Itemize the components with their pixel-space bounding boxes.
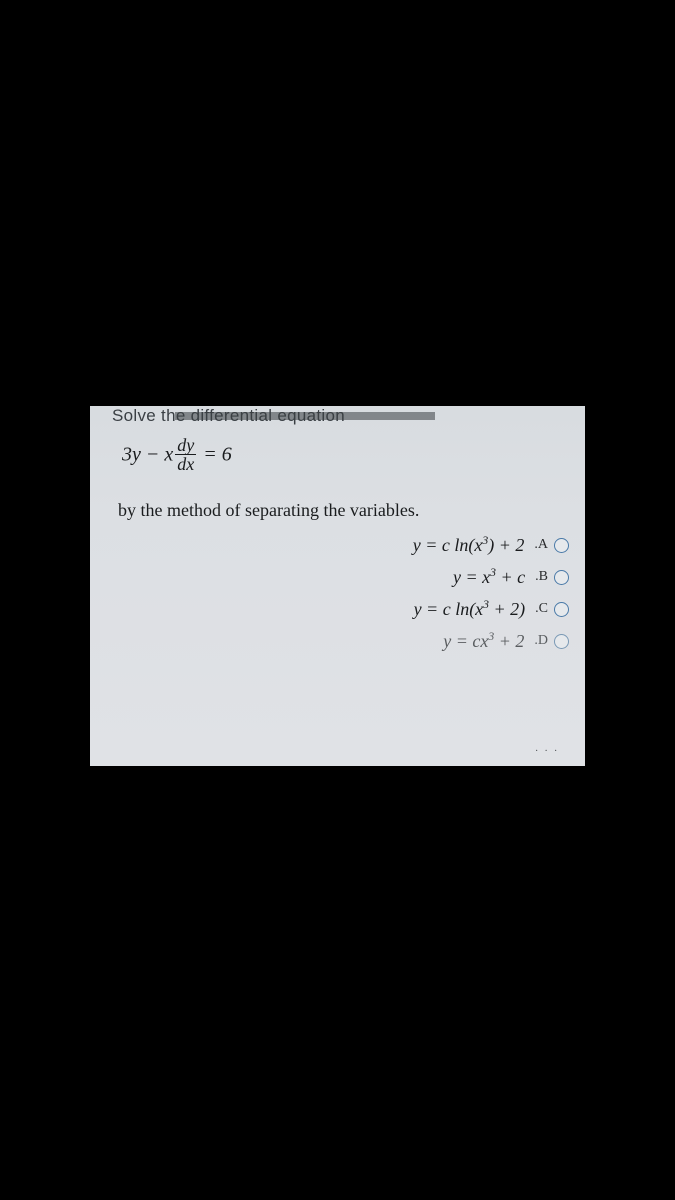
option-c-label: .C <box>535 601 548 617</box>
equation-fraction: dydx <box>175 436 196 473</box>
question-instruction: by the method of separating the variable… <box>118 500 419 521</box>
radio-icon[interactable] <box>554 602 569 617</box>
answer-options: y = c ln(x3) + 2 .A y = x3 + c .B y = c … <box>413 534 569 662</box>
option-b-label: .B <box>535 569 548 585</box>
option-a-label: .A <box>534 537 548 553</box>
option-a-row[interactable]: y = c ln(x3) + 2 .A <box>413 534 569 556</box>
option-d-expression: y = cx3 + 2 <box>443 630 524 652</box>
radio-icon[interactable] <box>554 570 569 585</box>
equation-lhs: 3y − x <box>122 444 173 466</box>
option-d-row[interactable]: y = cx3 + 2 .D <box>413 630 569 652</box>
option-c-row[interactable]: y = c ln(x3 + 2) .C <box>413 598 569 620</box>
option-d-label: .D <box>534 633 548 649</box>
fraction-numerator: dy <box>175 436 196 455</box>
fraction-denominator: dx <box>175 455 196 473</box>
header-strike-overlay <box>175 412 435 420</box>
option-b-row[interactable]: y = x3 + c .B <box>413 566 569 588</box>
radio-icon[interactable] <box>554 538 569 553</box>
radio-icon[interactable] <box>554 634 569 649</box>
footer-dots: . . . <box>535 742 559 754</box>
question-card: Solve the differential equation 3y − xdy… <box>90 406 585 766</box>
option-b-expression: y = x3 + c <box>453 566 525 588</box>
differential-equation: 3y − xdydx = 6 <box>122 436 232 473</box>
equation-rhs: = 6 <box>198 444 232 466</box>
option-c-expression: y = c ln(x3 + 2) <box>414 598 526 620</box>
option-a-expression: y = c ln(x3) + 2 <box>413 534 525 556</box>
